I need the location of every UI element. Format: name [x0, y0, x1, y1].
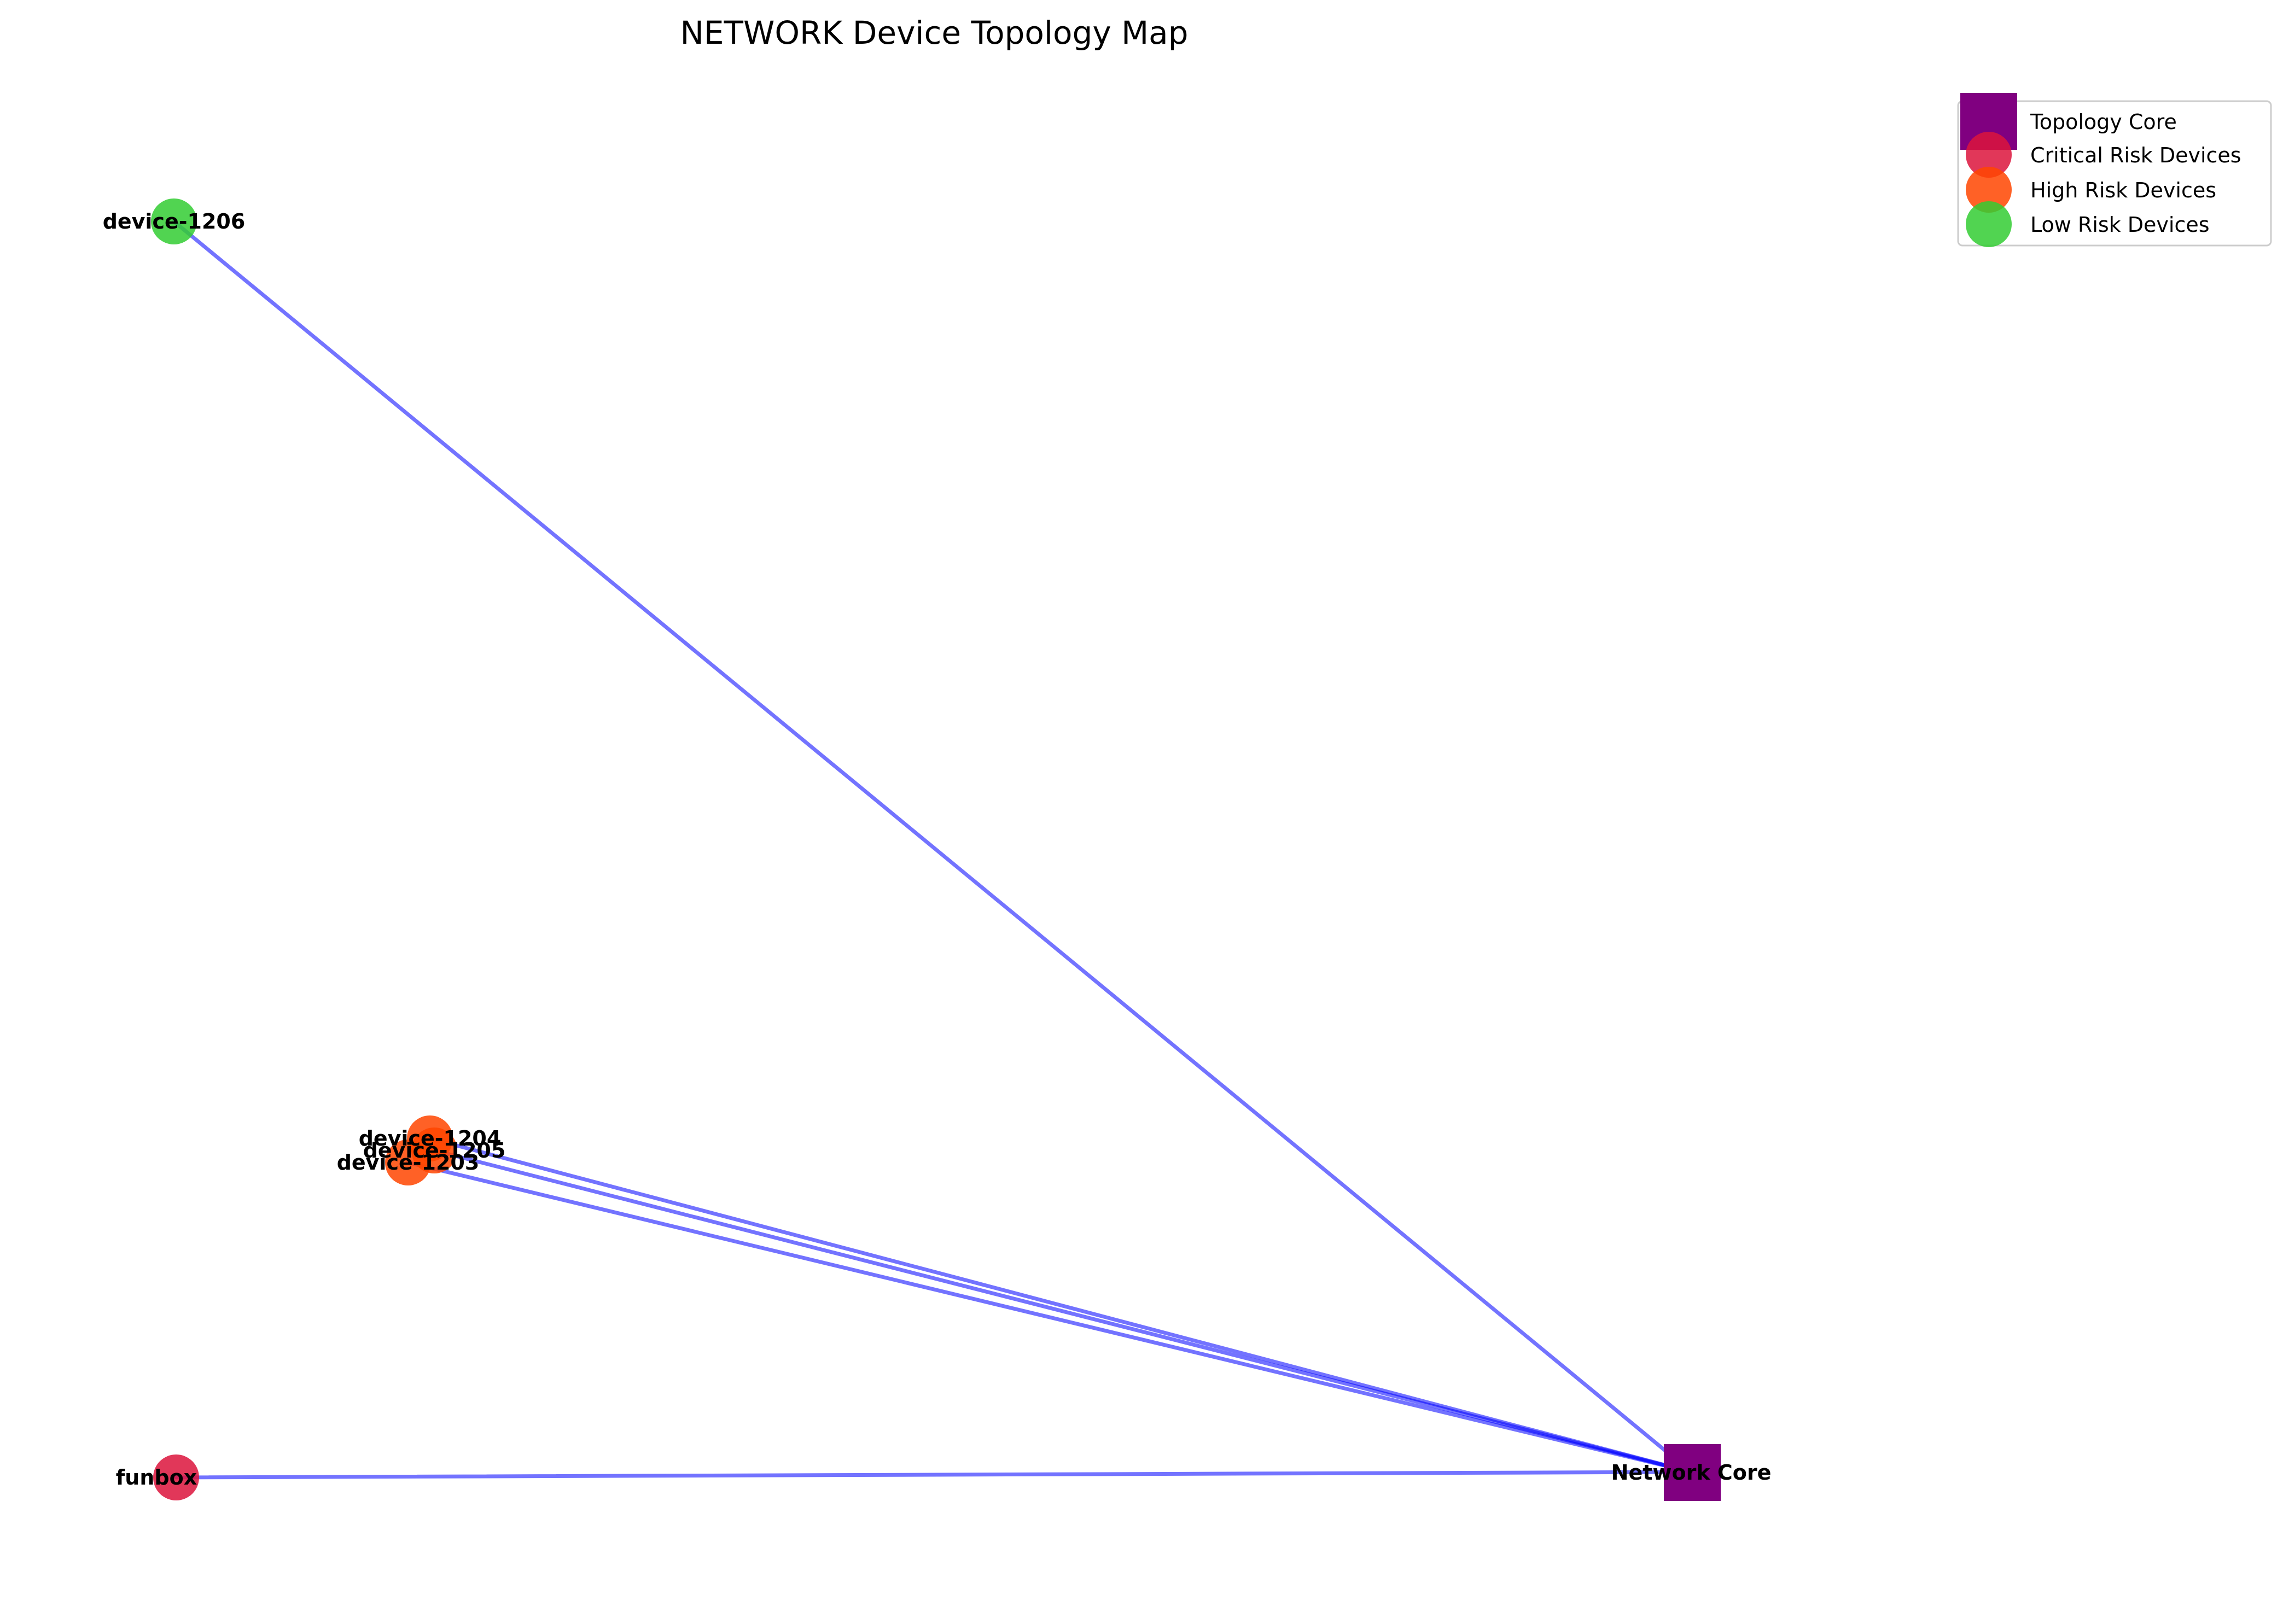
legend-low-swatch-icon: [1966, 201, 2012, 247]
legend-critical-label: Critical Risk Devices: [2030, 143, 2241, 167]
node-network-core: [1664, 1444, 1721, 1501]
node-device-1203: [385, 1140, 431, 1185]
edge-funbox-core: [174, 1470, 1693, 1480]
label-network-core: Network Core: [1611, 1461, 1772, 1485]
chart-title: NETWORK Device Topology Map: [680, 14, 1189, 51]
legend-high-swatch-icon: [1966, 167, 2012, 213]
edge-layer: [172, 219, 1693, 1480]
legend-high-label: High Risk Devices: [2030, 178, 2216, 202]
label-device-1206: device-1206: [103, 209, 246, 233]
node-device-1206: [151, 198, 197, 244]
edge-device-1203-core: [406, 1160, 1693, 1474]
legend-low-label: Low Risk Devices: [2030, 213, 2210, 237]
label-device-1205: device-1205: [363, 1138, 506, 1162]
legend-critical-swatch-icon: [1966, 132, 2012, 178]
edge-device-1205-core: [432, 1148, 1693, 1474]
legend: Topology Core Critical Risk Devices High…: [1957, 93, 2272, 247]
node-layer: [151, 198, 1721, 1501]
label-device-1204: device-1204: [359, 1126, 502, 1150]
label-device-1203: device-1203: [337, 1150, 480, 1175]
legend-frame: [1957, 100, 2272, 247]
label-funbox: funbox: [116, 1465, 197, 1489]
legend-core-label: Topology Core: [2030, 110, 2177, 134]
edge-device-1206-core: [172, 219, 1693, 1474]
node-funbox: [153, 1454, 199, 1500]
label-layer: Network Core device-1206 device-1204 dev…: [103, 209, 1772, 1489]
